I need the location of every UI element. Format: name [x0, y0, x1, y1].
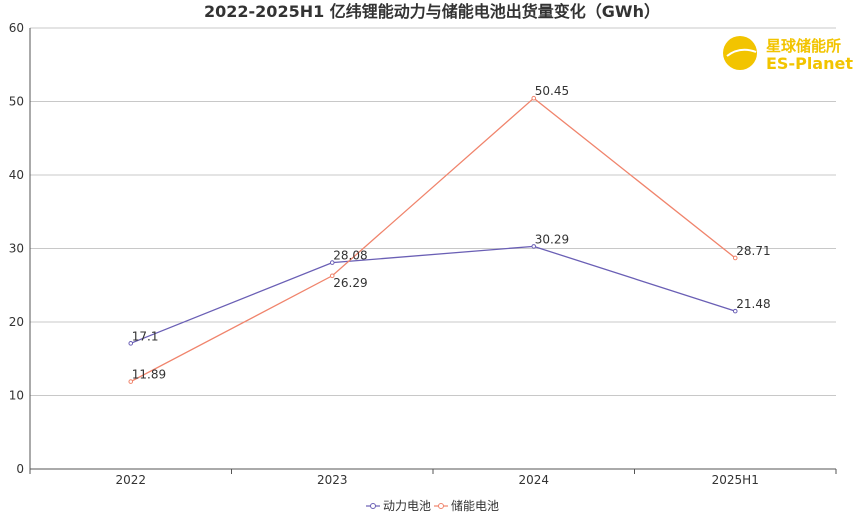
x-tick-label: 2023	[317, 473, 348, 487]
legend[interactable]: 动力电池 储能电池	[366, 498, 499, 513]
data-point	[531, 244, 537, 249]
data-point	[329, 260, 335, 265]
data-label: 28.71	[736, 244, 770, 258]
data-label: 11.89	[132, 368, 166, 382]
series-line-0	[130, 245, 736, 344]
y-tick-label: 10	[9, 389, 24, 403]
y-tick-label: 20	[9, 315, 24, 329]
planet-icon	[723, 36, 757, 70]
data-point	[732, 308, 738, 314]
logo-text-en: ES-Planet	[766, 54, 853, 73]
brand-logo: 星球储能所 ES-Planet	[723, 36, 853, 73]
logo-text-cn: 星球储能所	[766, 37, 841, 55]
chart-title: 2022-2025H1 亿纬锂能动力与储能电池出货量变化（GWh）	[204, 2, 660, 21]
data-label: 26.29	[333, 276, 367, 290]
data-label: 28.08	[333, 249, 367, 263]
y-tick-label: 60	[9, 21, 24, 35]
data-point	[128, 341, 134, 346]
legend-label-storage: 储能电池	[451, 498, 499, 513]
data-label: 21.48	[736, 297, 770, 311]
legend-item-storage[interactable]: 储能电池	[434, 498, 499, 513]
x-tick-label: 2025H1	[712, 473, 759, 487]
y-axis-ticks: 0 10 20 30 40 50 60	[9, 21, 24, 476]
data-labels: 17.1 28.08 30.29 21.48 11.89 26.29 50.45 28.71	[132, 84, 771, 381]
legend-label-power: 动力电池	[383, 499, 431, 513]
data-point	[531, 95, 537, 101]
series-lines	[128, 95, 738, 384]
y-tick-label: 0	[16, 462, 24, 476]
data-label: 50.45	[535, 84, 569, 98]
series-line-1	[130, 97, 736, 383]
legend-item-power[interactable]: 动力电池	[366, 499, 431, 513]
data-point	[329, 273, 335, 279]
data-point	[732, 255, 738, 261]
grid-lines	[30, 27, 836, 396]
x-tick-label: 2022	[115, 473, 146, 487]
legend-marker-power	[370, 503, 376, 509]
data-label: 30.29	[535, 232, 569, 246]
x-axis: 2022 2023 2024 2025H1	[29, 28, 837, 487]
y-tick-label: 30	[9, 242, 24, 256]
x-tick-label: 2024	[518, 473, 549, 487]
planet-ring-icon	[726, 48, 757, 57]
y-tick-label: 50	[9, 95, 24, 109]
data-label: 17.1	[132, 329, 159, 343]
y-tick-label: 40	[9, 168, 24, 182]
legend-marker-storage	[438, 503, 444, 509]
data-point	[128, 379, 134, 384]
